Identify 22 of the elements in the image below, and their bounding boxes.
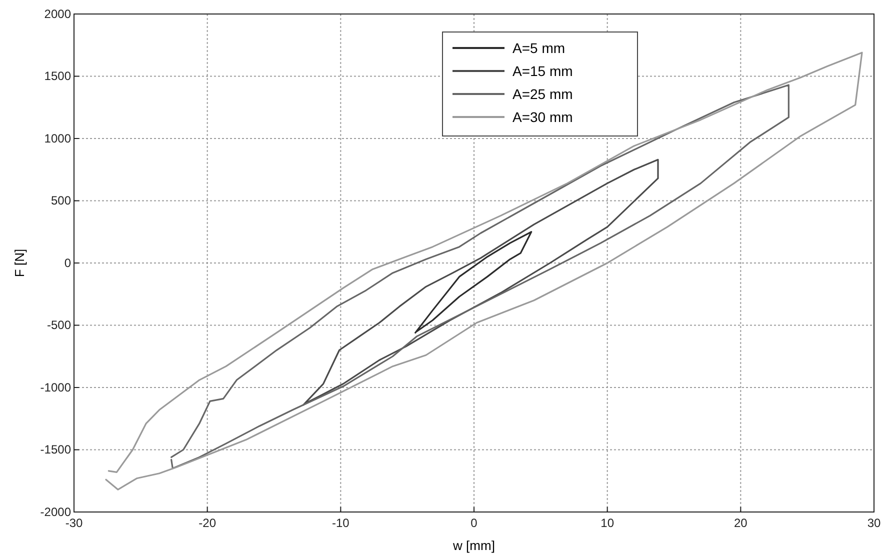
y-axis-title: F [N] <box>12 248 27 278</box>
y-tick-label: -1500 <box>40 442 72 457</box>
x-axis-title: w [mm] <box>452 538 495 553</box>
legend-label: A=25 mm <box>512 86 573 102</box>
y-tick-label: 1500 <box>44 69 72 84</box>
x-tick-label: -20 <box>198 516 216 530</box>
x-tick-label: -30 <box>65 516 83 530</box>
y-tick-label: -2000 <box>40 504 72 519</box>
x-tick-label: 20 <box>734 516 748 530</box>
x-tick-label: 0 <box>470 516 478 530</box>
legend-label: A=15 mm <box>512 63 573 79</box>
x-tick-label: -10 <box>332 516 350 530</box>
y-tick-label: 0 <box>64 256 72 270</box>
x-tick-label: 30 <box>867 516 881 530</box>
legend-label: A=5 mm <box>512 40 566 56</box>
y-tick-label: 500 <box>50 194 72 208</box>
y-tick-label: -500 <box>46 318 72 332</box>
legend-label: A=30 mm <box>512 109 573 125</box>
y-tick-label: 2000 <box>44 6 72 21</box>
y-tick-label: -1000 <box>40 380 72 394</box>
x-tick-label: 10 <box>600 516 614 530</box>
y-tick-label: 1000 <box>44 131 72 146</box>
